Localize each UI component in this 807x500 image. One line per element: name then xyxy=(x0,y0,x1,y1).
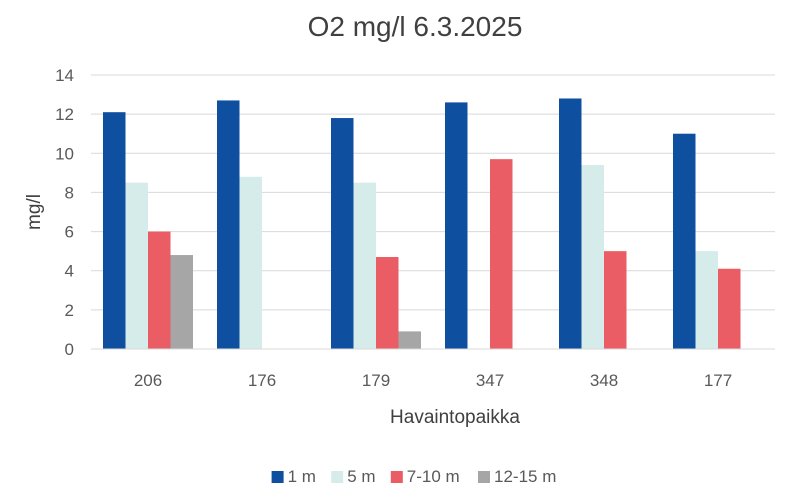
bar-5-m-176 xyxy=(239,176,262,349)
y-tick-label: 4 xyxy=(65,262,74,281)
y-tick-label: 10 xyxy=(55,144,74,163)
y-tick-label: 12 xyxy=(55,105,74,124)
x-tick-label: 206 xyxy=(134,371,162,390)
y-tick-label: 14 xyxy=(55,66,74,85)
legend-label: 7-10 m xyxy=(407,467,460,486)
legend-swatch xyxy=(271,471,284,483)
x-tick-label: 179 xyxy=(362,371,390,390)
bar-12-15-m-179 xyxy=(398,331,421,349)
y-axis-label: mg/l xyxy=(24,194,45,230)
legend-swatch xyxy=(331,471,344,483)
legend-swatch xyxy=(390,471,403,483)
bar-1-m-176 xyxy=(217,100,240,349)
y-tick-label: 8 xyxy=(65,183,74,202)
chart-title: O2 mg/l 6.3.2025 xyxy=(308,11,523,42)
legend: 1 m 5 m 7-10 m 12-15 m xyxy=(271,467,556,486)
bar-12-15-m-206 xyxy=(170,255,193,349)
legend-label: 1 m xyxy=(288,467,316,486)
bar-7-10-m-177 xyxy=(718,268,741,349)
bar-5-m-177 xyxy=(695,251,718,349)
x-axis-label: Havaintopaikka xyxy=(390,407,520,428)
y-axis-ticks: 0 2 4 6 8 10 12 14 xyxy=(55,66,74,359)
y-tick-label: 2 xyxy=(65,301,74,320)
bar-5-m-179 xyxy=(353,182,376,349)
legend-label: 12-15 m xyxy=(494,467,556,486)
bar-5-m-206 xyxy=(125,182,148,349)
x-tick-label: 177 xyxy=(704,371,732,390)
bar-1-m-206 xyxy=(103,112,126,349)
x-tick-label: 348 xyxy=(590,371,618,390)
bar-7-10-m-179 xyxy=(376,257,399,349)
bars xyxy=(103,98,741,350)
bar-7-10-m-347 xyxy=(490,159,513,349)
bar-1-m-179 xyxy=(331,118,354,349)
legend-swatch xyxy=(478,471,490,483)
gridlines xyxy=(91,74,775,311)
legend-label: 5 m xyxy=(347,467,375,486)
bar-7-10-m-348 xyxy=(604,251,627,349)
bar-7-10-m-206 xyxy=(148,231,171,349)
y-tick-label: 0 xyxy=(65,340,74,359)
bar-1-m-177 xyxy=(673,133,696,349)
bar-5-m-348 xyxy=(581,165,604,349)
x-tick-label: 176 xyxy=(248,371,276,390)
x-axis-ticks: 206 176 179 347 348 177 xyxy=(134,371,732,390)
y-tick-label: 6 xyxy=(65,223,74,242)
bar-1-m-348 xyxy=(559,98,582,349)
x-tick-label: 347 xyxy=(476,371,504,390)
bar-1-m-347 xyxy=(445,102,468,350)
